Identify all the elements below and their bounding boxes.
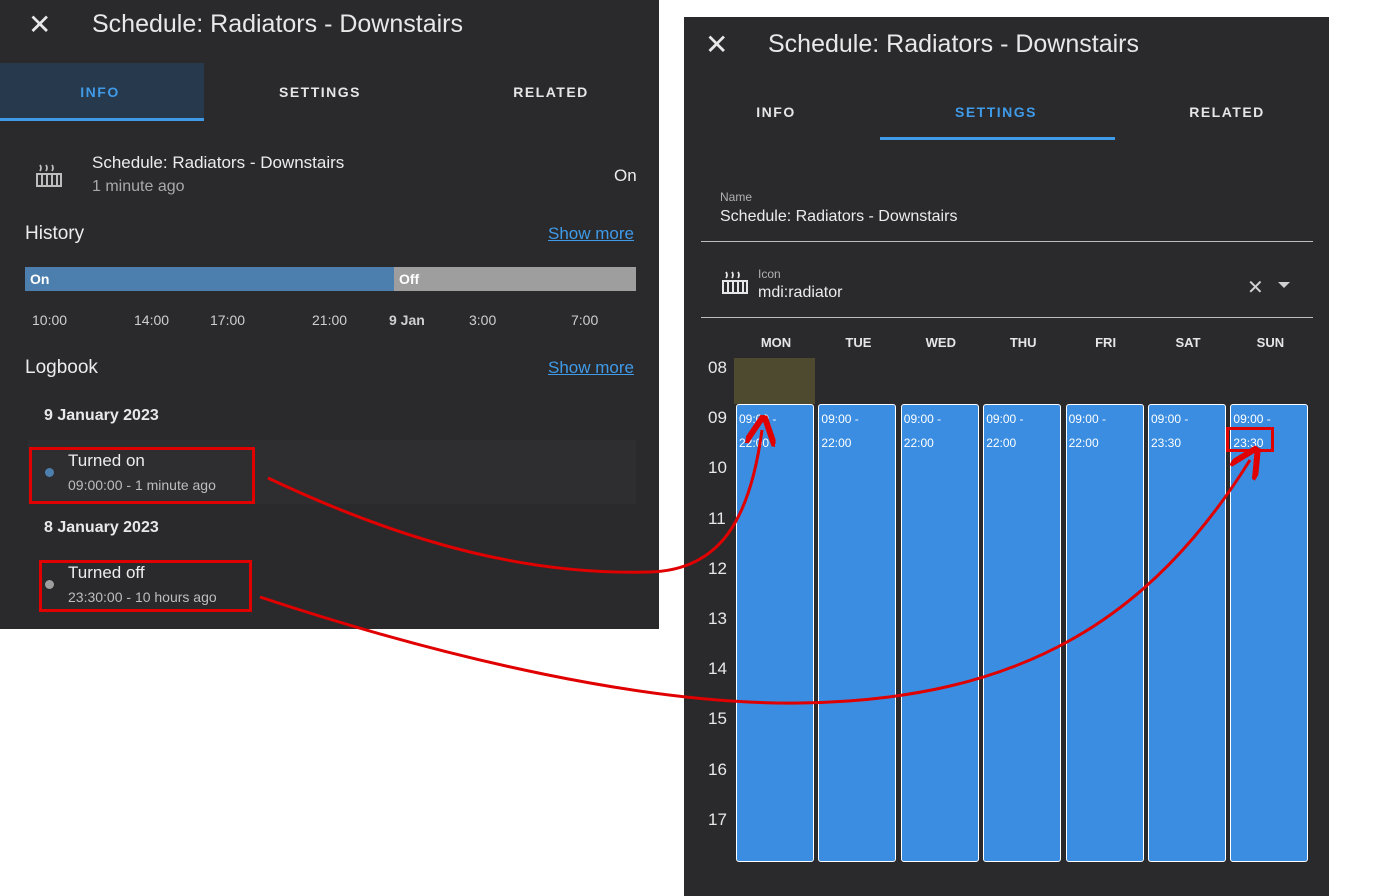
annotation-highlight-box	[1226, 427, 1274, 452]
annotation-highlight-box	[29, 447, 255, 504]
schedule-block[interactable]: 09:00 -23:30	[1230, 404, 1309, 862]
schedule-block-end: 23:30	[1151, 436, 1182, 450]
history-tick: 9 Jan	[389, 312, 425, 328]
tab-info-bg	[0, 63, 204, 120]
annotation-highlight-box	[754, 432, 768, 446]
day-header: WED	[925, 335, 956, 350]
history-off-label: Off	[399, 271, 420, 287]
hour-label: 11	[708, 508, 726, 528]
day-header: THU	[1009, 335, 1037, 350]
state-off-dot	[45, 580, 54, 589]
history-title: History	[25, 223, 85, 244]
schedule-block-end: 22:00	[986, 436, 1017, 450]
history-on-segment[interactable]	[25, 267, 394, 291]
schedule-block-start: 09:00 -	[1151, 412, 1189, 426]
schedule-block-start: 09:00 -	[739, 412, 777, 426]
dialog-title: Schedule: Radiators - Downstairs	[768, 30, 1139, 58]
tab-related[interactable]: RELATED	[513, 84, 589, 100]
icon-picker[interactable]: Icon mdi:radiator ✕	[701, 257, 1313, 318]
history-tick: 14:00	[134, 312, 170, 328]
logbook-date: 8 January 2023	[44, 519, 159, 536]
history-on-label: On	[30, 271, 50, 287]
tab-related[interactable]: RELATED	[1189, 104, 1265, 120]
hour-label: 15	[708, 709, 727, 729]
settings-dialog: ✕ Schedule: Radiators - Downstairs INFO …	[684, 17, 1329, 896]
info-dialog: ✕ Schedule: Radiators - Downstairs INFO …	[0, 0, 659, 629]
logbook-event-time: 09:00:00 - 1 minute ago	[68, 477, 216, 493]
logbook-event-time: 23:30:00 - 10 hours ago	[68, 589, 217, 605]
schedule-block-end: 22:00	[1068, 436, 1099, 450]
close-icon[interactable]: ✕	[705, 29, 729, 60]
logbook-show-more-link[interactable]: Show more	[548, 358, 634, 377]
hour-label: 12	[708, 558, 727, 578]
hour-label: 09	[708, 408, 727, 428]
schedule-block-start: 09:00 -	[1233, 412, 1271, 426]
history-tick: 7:00	[571, 312, 599, 328]
tab-settings[interactable]: SETTINGS	[278, 84, 361, 100]
dialog-title: Schedule: Radiators - Downstairs	[92, 10, 463, 38]
history-tick: 10:00	[32, 312, 68, 328]
history-tick: 17:00	[210, 312, 246, 328]
tab-info[interactable]: INFO	[756, 104, 796, 120]
tab-indicator	[880, 137, 1115, 140]
schedule-block-start: 09:00 -	[1068, 412, 1106, 426]
schedule-block[interactable]: 09:00 - 22:00	[983, 404, 1062, 862]
schedule-block[interactable]: 09:00 -22:00	[736, 404, 814, 862]
day-header: SUN	[1256, 335, 1285, 350]
hour-label: 14	[708, 659, 727, 679]
schedule-block-start: 09:00 -	[986, 412, 1024, 426]
entity-state: On	[614, 166, 637, 185]
history-tick: 21:00	[312, 312, 348, 328]
day-header: MON	[760, 335, 792, 350]
schedule-block-end: 22:00	[821, 436, 852, 450]
entity-name: Schedule: Radiators - Downstairs	[92, 153, 345, 172]
clear-icon[interactable]: ✕	[1247, 277, 1264, 299]
schedule-block-start: 09:00 -	[903, 412, 942, 426]
day-header: TUE	[845, 335, 872, 350]
hour-label: 10	[708, 458, 727, 478]
dropdown-arrow-icon[interactable]	[1278, 282, 1290, 288]
tab-indicator	[0, 118, 204, 121]
name-field-label: Name	[720, 190, 753, 204]
logbook-date: 9 January 2023	[44, 407, 159, 424]
close-icon[interactable]: ✕	[28, 9, 52, 40]
day-header: FRI	[1095, 335, 1117, 350]
logbook-event: Turned off	[68, 563, 145, 582]
name-field-value: Schedule: Radiators - Downstairs	[720, 208, 958, 225]
hour-label: 08	[708, 358, 727, 377]
schedule-block[interactable]: 09:00 - 22:00	[900, 404, 979, 862]
history-tick: 3:00	[469, 312, 497, 328]
tab-info[interactable]: INFO	[80, 84, 120, 100]
icon-field-label: Icon	[758, 267, 781, 281]
hour-label: 17	[708, 809, 727, 829]
logbook-event: Turned on	[68, 451, 145, 470]
schedule-block-start: 09:00 -	[821, 412, 859, 426]
hour-label: 13	[708, 609, 727, 628]
icon-field-value: mdi:radiator	[758, 284, 843, 301]
schedule-block[interactable]: 09:00 - 23:30	[1148, 404, 1226, 862]
state-on-dot	[45, 468, 54, 477]
tab-settings[interactable]: SETTINGS	[954, 104, 1037, 120]
radiator-icon	[36, 164, 62, 187]
schedule-block[interactable]: 09:00 - 22:00	[1065, 404, 1144, 862]
schedule-block-end: 22:00	[903, 436, 934, 450]
history-timeline[interactable]: On Off	[25, 267, 636, 291]
day-header: SAT	[1175, 335, 1201, 350]
hover-highlight	[734, 358, 815, 404]
radiator-icon	[722, 271, 748, 294]
hour-label: 16	[708, 759, 727, 779]
schedule-block[interactable]: 09:00 - 22:00	[818, 404, 897, 862]
annotation-highlight-box	[39, 560, 252, 612]
entity-last-changed: 1 minute ago	[92, 178, 185, 195]
name-input[interactable]: Name Schedule: Radiators - Downstairs	[701, 177, 1313, 242]
history-show-more-link[interactable]: Show more	[548, 224, 634, 243]
logbook-title: Logbook	[25, 357, 98, 378]
